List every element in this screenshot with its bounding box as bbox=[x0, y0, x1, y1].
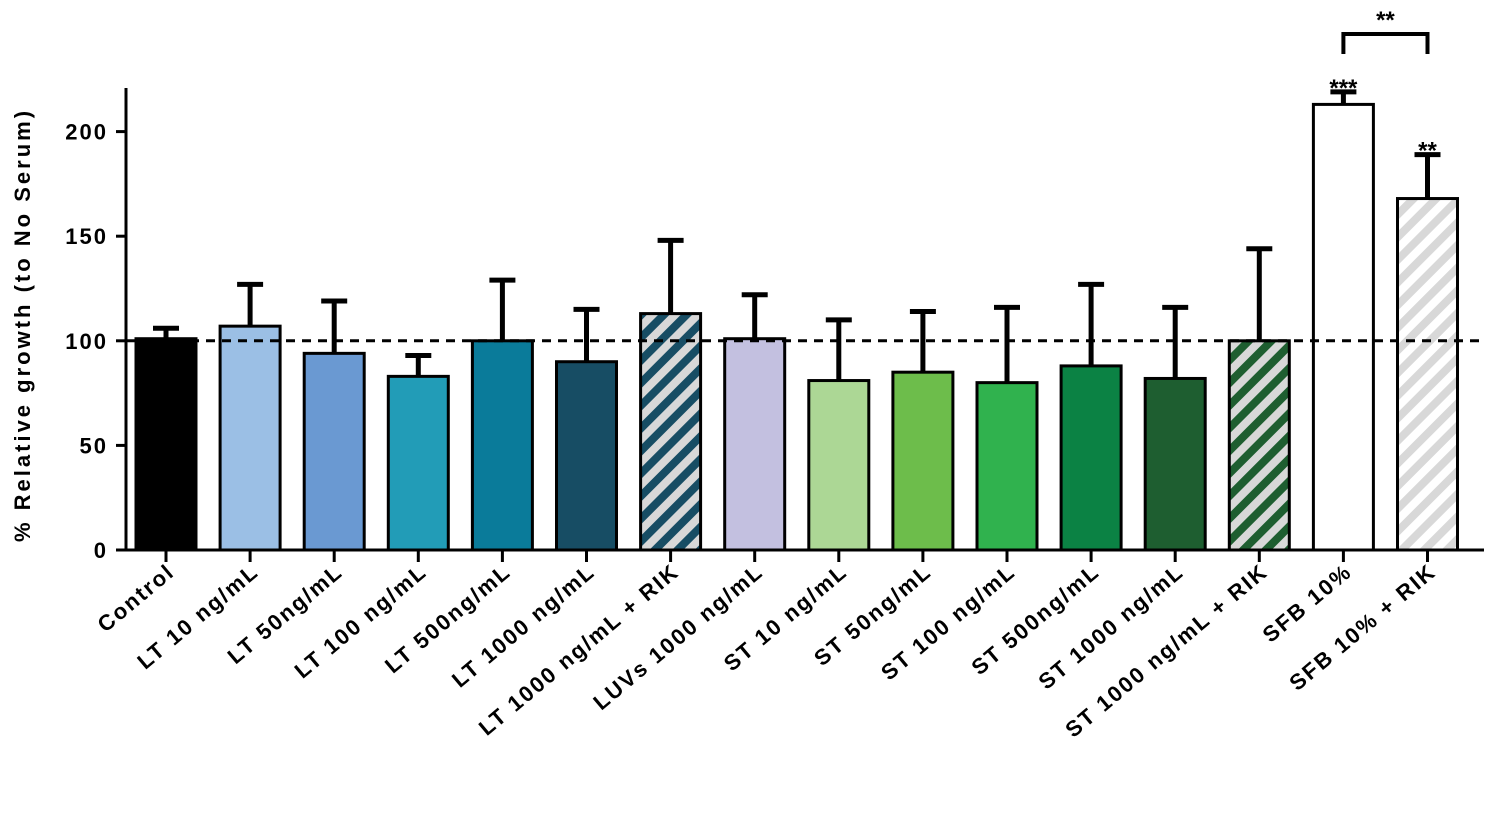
x-tick-label-st-1000-ng-ml: ST 1000 ng/mL bbox=[1033, 559, 1188, 695]
bar-control bbox=[134, 337, 198, 552]
bar-st-500ng-ml bbox=[1059, 364, 1123, 552]
bar-lt-1000-ng-ml-rik bbox=[639, 312, 703, 552]
y-tick-label: 150 bbox=[65, 224, 108, 249]
bar-sfb-10 bbox=[1311, 102, 1375, 552]
bar-luvs-1000-ng-ml bbox=[723, 337, 787, 552]
bar-st-100-ng-ml bbox=[975, 381, 1039, 552]
bar-st-1000-ng-ml-rik bbox=[1227, 339, 1291, 552]
bar-sfb-10-rik bbox=[1396, 197, 1459, 552]
y-axis-label: % Relative growth (to No Serum) bbox=[10, 108, 35, 542]
x-tick-label-lt-1000-ng-ml: LT 1000 ng/mL bbox=[447, 559, 600, 693]
bracket-label: ** bbox=[1376, 7, 1395, 34]
x-tick-label-sfb-10-rik: SFB 10% + RIK bbox=[1284, 559, 1440, 696]
bar-lt-100-ng-ml bbox=[386, 374, 450, 552]
bar-lt-500ng-ml bbox=[470, 339, 534, 552]
significance-label: *** bbox=[1329, 75, 1358, 102]
significance-bracket bbox=[1341, 32, 1430, 54]
y-tick-label: 0 bbox=[94, 538, 108, 563]
bar-st-1000-ng-ml bbox=[1143, 376, 1207, 552]
y-tick-label: 100 bbox=[65, 329, 108, 354]
y-tick-label: 50 bbox=[80, 433, 108, 458]
bar-lt-1000-ng-ml bbox=[555, 360, 618, 552]
x-tick-label-control: Control bbox=[93, 559, 180, 637]
bar-st-50ng-ml bbox=[891, 370, 955, 552]
bar-lt-10-ng-ml bbox=[218, 324, 282, 552]
y-tick-label: 200 bbox=[65, 120, 108, 145]
bar-lt-50ng-ml bbox=[302, 351, 366, 552]
significance-label: ** bbox=[1418, 138, 1437, 165]
bar-st-10-ng-ml bbox=[807, 379, 871, 552]
